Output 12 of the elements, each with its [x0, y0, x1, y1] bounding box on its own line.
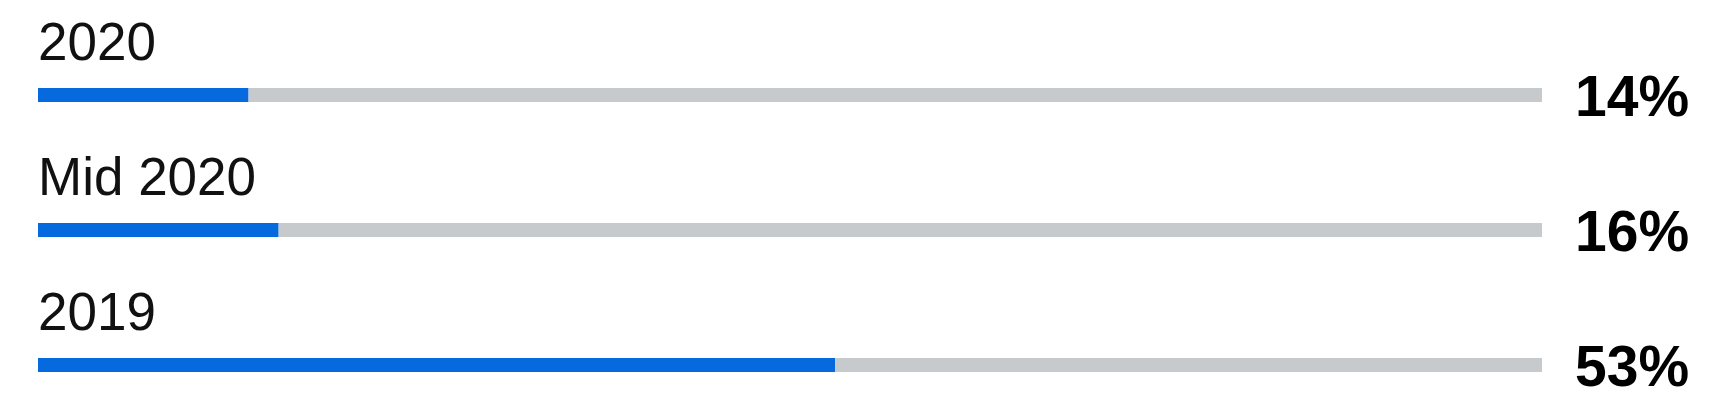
data-label: 16%: [1575, 198, 1690, 263]
bar: [38, 223, 279, 237]
y-tick-label: 2019: [38, 282, 156, 341]
y-tick-label: 2020: [38, 12, 156, 71]
bar: [278, 223, 1542, 237]
bar: [835, 358, 1542, 372]
y-tick-label: Mid 2020: [38, 147, 257, 206]
bar: [248, 88, 1542, 102]
data-label: 53%: [1575, 333, 1690, 398]
bar: [38, 358, 836, 372]
data-label: 14%: [1575, 63, 1690, 128]
bar: [38, 88, 249, 102]
